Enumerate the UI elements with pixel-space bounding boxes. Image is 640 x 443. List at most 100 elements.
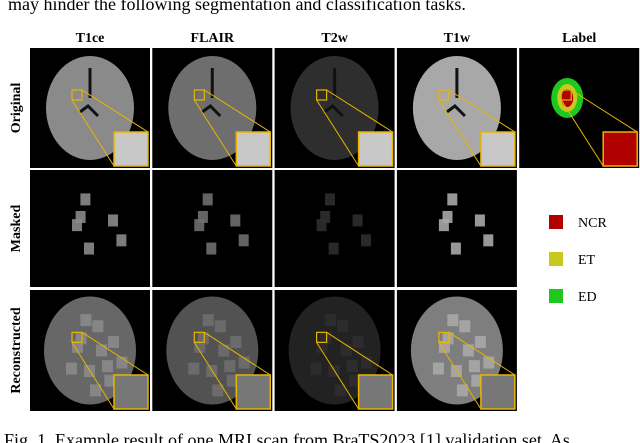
inset — [602, 131, 638, 167]
column-header: T1ce — [76, 31, 105, 46]
patch — [316, 340, 328, 353]
visible-patch — [474, 214, 485, 227]
patch — [194, 340, 206, 353]
visible-patch — [230, 214, 241, 227]
patch — [238, 356, 250, 369]
zoom-box — [193, 331, 205, 343]
zoom-line — [193, 342, 237, 410]
patch — [226, 374, 238, 387]
label-ncr — [561, 89, 574, 107]
visible-patch — [108, 214, 118, 227]
patch — [72, 340, 83, 353]
patch — [218, 344, 230, 357]
patch — [66, 362, 77, 375]
zoom-line — [81, 331, 149, 376]
visible-patch — [316, 219, 327, 232]
zoom-box — [316, 331, 328, 343]
visible-patch — [84, 242, 94, 255]
patch — [96, 344, 107, 357]
patch — [462, 344, 474, 357]
zoom-line — [193, 99, 237, 167]
visible-patch — [442, 210, 453, 223]
column-header: T2w — [321, 31, 348, 46]
patch — [202, 314, 214, 327]
inset — [235, 374, 272, 410]
legend-swatch — [549, 215, 563, 229]
zoom-box — [71, 331, 83, 343]
row-label: Reconstructed — [9, 307, 24, 394]
inset — [480, 374, 516, 410]
patch — [471, 374, 483, 387]
sulcus — [323, 68, 344, 118]
zoom-line — [204, 331, 271, 376]
visible-patch — [320, 210, 331, 223]
visible-patch — [483, 234, 494, 247]
patch — [483, 356, 495, 369]
patch — [442, 332, 454, 345]
visible-patch — [194, 219, 205, 232]
visible-patch — [75, 210, 86, 223]
zoom-line — [204, 89, 271, 133]
zoom-box — [560, 89, 572, 101]
visible-patch — [450, 242, 461, 255]
patch — [197, 332, 209, 345]
patch — [432, 362, 444, 375]
patch — [230, 335, 242, 348]
zoom-line — [316, 99, 360, 167]
visible-patch — [361, 234, 371, 247]
inset — [113, 131, 149, 167]
patch — [438, 340, 450, 353]
patch — [214, 320, 226, 333]
visible-patch — [116, 234, 127, 247]
sulcus — [79, 68, 100, 118]
patch — [337, 320, 348, 333]
visible-patch — [447, 193, 458, 206]
patch — [92, 320, 104, 333]
patch — [116, 356, 128, 369]
panel — [152, 170, 273, 287]
patch — [90, 384, 101, 397]
inset — [113, 374, 149, 410]
panel — [30, 170, 150, 287]
patch — [80, 314, 92, 327]
caption: Fig. 1. Example result of one MRI scan f… — [4, 430, 570, 443]
visible-patch — [202, 193, 213, 206]
patch — [310, 362, 322, 375]
patch — [224, 360, 236, 373]
visible-patch — [72, 219, 82, 232]
panel — [274, 170, 395, 287]
patch — [108, 335, 119, 348]
row-label: Original — [9, 83, 24, 134]
zoom-line — [81, 89, 149, 133]
patch — [212, 384, 224, 397]
zoom-line — [71, 342, 115, 410]
visible-patch — [80, 193, 91, 206]
zoom-box — [438, 331, 450, 343]
patch — [468, 360, 480, 373]
legend-label: NCR — [578, 216, 607, 231]
patch — [456, 384, 468, 397]
patch — [188, 362, 200, 375]
patch — [352, 335, 364, 348]
visible-patch — [325, 193, 335, 206]
column-header: T1w — [444, 31, 471, 46]
legend-label: ED — [578, 290, 597, 305]
column-header: Label — [562, 31, 596, 46]
patch — [334, 384, 346, 397]
visible-patch — [238, 234, 249, 247]
sulcus — [446, 68, 466, 118]
zoom-box — [71, 89, 83, 101]
zoom-box — [193, 89, 205, 101]
zoom-line — [71, 99, 115, 167]
patch — [361, 356, 372, 369]
header-text: may hinder the following segmentation an… — [8, 0, 466, 14]
patch — [104, 374, 116, 387]
legend-label: ET — [578, 253, 596, 268]
patch — [349, 374, 360, 387]
zoom-line — [326, 89, 393, 133]
patch — [474, 335, 486, 348]
visible-patch — [206, 242, 217, 255]
zoom-line — [570, 89, 638, 133]
zoom-box — [438, 89, 450, 101]
